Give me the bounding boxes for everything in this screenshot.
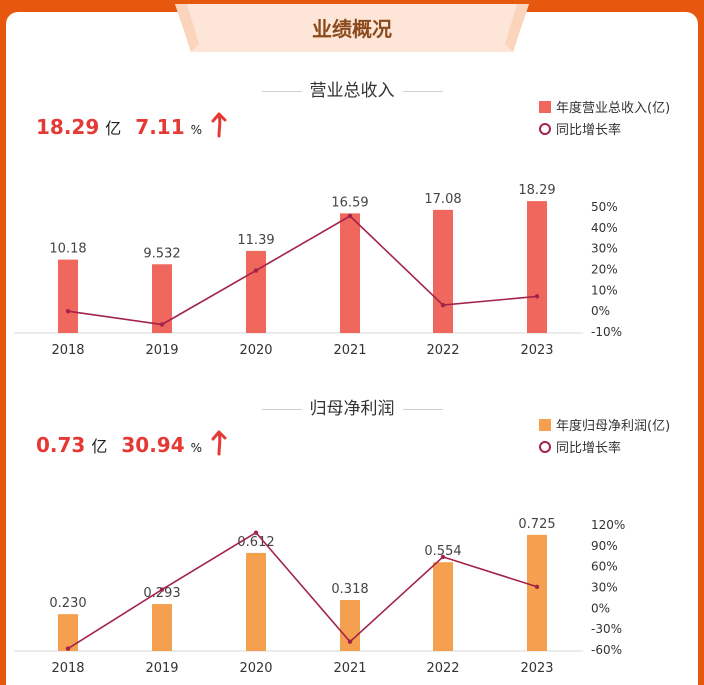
growth-point-2023 [534,294,540,299]
growth-point-2018 [65,646,71,651]
profit-unit: 亿 [91,437,108,456]
growth-rate-line [67,531,538,650]
legend-item-line: 同比增长率 [539,438,670,460]
y2-tick-label: 90% [591,539,618,553]
bar-2020 [246,552,266,651]
bar-value-label: 17.08 [424,192,461,207]
bar-2020 [246,250,266,333]
page-title: 业绩概况 [312,17,392,41]
bar-2019 [152,264,172,333]
bar-2019 [152,604,172,651]
growth-point-2020 [253,530,259,535]
bar-value-label: 10.18 [49,242,86,257]
y2-tick-label: -30% [591,622,622,636]
legend-item-line: 同比增长率 [539,120,670,142]
profit-growth-unit: % [190,441,203,455]
bar-value-label: 0.230 [49,596,86,611]
y2-tick-label: 20% [591,263,618,277]
y2-tick-label: 0% [591,304,610,318]
growth-point-2019 [159,587,165,592]
x-tick-label: 2023 [520,343,553,358]
growth-point-2019 [159,322,165,327]
x-tick-label: 2021 [333,661,366,676]
bar-value-label: 0.725 [518,517,555,532]
growth-point-2021 [347,639,353,644]
profit-value: 0.73 [36,433,86,457]
revenue-growth: 7.11 [135,115,185,139]
x-tick-label: 2019 [145,661,178,676]
bar-2022 [433,209,453,333]
growth-point-2023 [534,584,540,590]
y2-tick-label: 60% [591,560,618,574]
legend-square-icon [539,419,551,431]
revenue-legend: 年度营业总收入(亿) 同比增长率 [539,98,670,142]
revenue-growth-unit: % [190,123,203,137]
growth-point-2021 [347,213,353,219]
growth-point-2022 [440,554,446,560]
bar-value-label: 16.59 [331,195,368,210]
bar-value-label: 0.554 [424,544,461,559]
bar-value-label: 11.39 [237,233,274,248]
y2-tick-label: 30% [591,581,618,595]
revenue-summary: 18.29 亿 7.11% [36,112,228,139]
bar-2021 [340,600,360,651]
revenue-chart: 10.18 9.532 11.39 16.59 17.08 18.29 2018 2019 20… [14,183,622,358]
y2-tick-label: 120% [591,518,625,532]
y2-tick-label: -60% [591,643,622,657]
x-tick-label: 2022 [426,661,459,676]
x-tick-label: 2018 [51,661,84,676]
revenue-value: 18.29 [36,115,100,139]
y2-tick-label: 40% [591,221,618,235]
legend-circle-icon [539,441,551,453]
x-tick-label: 2020 [239,661,272,676]
legend-item-bar: 年度营业总收入(亿) [539,98,670,120]
y2-tick-label: 0% [591,601,610,615]
legend-square-icon [539,101,551,113]
section-title-profit: 归母净利润 [0,394,704,419]
up-arrow-icon [211,112,227,138]
legend-circle-icon [539,123,551,135]
y2-tick-label: 50% [591,200,618,214]
bar-2022 [433,562,453,651]
header-banner [175,4,529,52]
y2-tick-label: 10% [591,283,618,297]
bar-value-label: 9.532 [143,246,180,261]
bar-value-label: 0.318 [331,582,368,597]
performance-card [6,12,698,685]
growth-point-2018 [65,308,71,314]
bar-value-label: 0.293 [143,586,180,601]
x-tick-label: 2022 [426,343,459,358]
x-tick-label: 2021 [333,343,366,358]
x-tick-label: 2019 [145,343,178,358]
bar-2021 [340,213,360,333]
x-tick-label: 2018 [51,343,84,358]
revenue-unit: 亿 [105,119,122,138]
bar-2018 [58,614,78,651]
legend-item-bar: 年度归母净利润(亿) [539,416,670,438]
y2-tick-label: -10% [591,325,622,339]
x-tick-label: 2020 [239,343,272,358]
x-tick-label: 2023 [520,661,553,676]
profit-growth: 30.94 [121,433,185,457]
profit-summary: 0.73 亿 30.94% [36,430,228,457]
growth-point-2020 [253,268,259,273]
bar-2023 [527,534,547,651]
growth-point-2022 [440,302,446,308]
profit-legend: 年度归母净利润(亿) 同比增长率 [539,416,670,460]
bar-2018 [58,259,78,333]
bar-2023 [527,201,547,333]
y2-tick-label: 30% [591,242,618,256]
section-title-revenue: 营业总收入 [0,76,704,101]
growth-rate-line [67,215,538,326]
up-arrow-icon [211,430,227,456]
bar-value-label: 18.29 [518,183,555,198]
